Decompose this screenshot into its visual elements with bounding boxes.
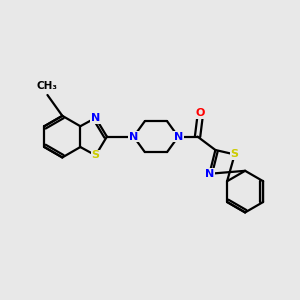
Text: O: O bbox=[196, 108, 205, 118]
Text: CH₃: CH₃ bbox=[37, 81, 58, 92]
Text: N: N bbox=[174, 132, 183, 142]
Text: N: N bbox=[129, 132, 138, 142]
Text: S: S bbox=[92, 150, 100, 160]
Text: N: N bbox=[91, 113, 100, 123]
Text: N: N bbox=[205, 169, 214, 179]
Text: S: S bbox=[231, 149, 239, 160]
